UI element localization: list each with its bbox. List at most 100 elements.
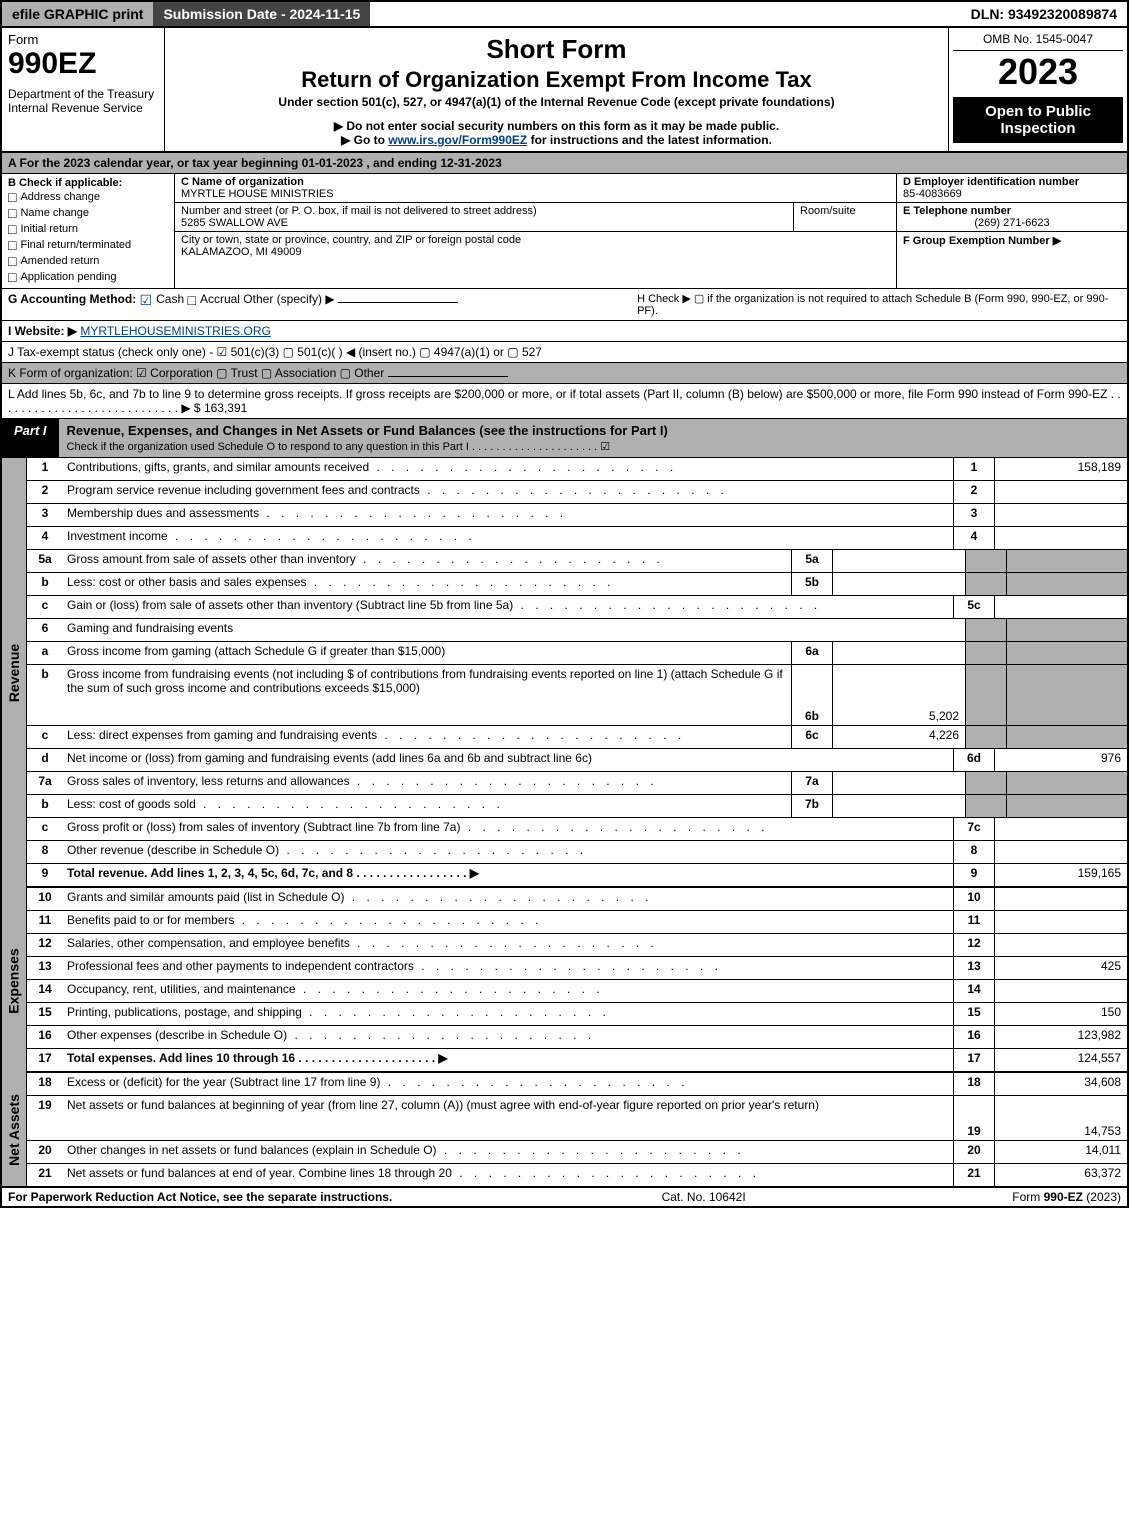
l6-desc: Gaming and fundraising events bbox=[63, 619, 965, 641]
netassets-body: 18 Excess or (deficit) for the year (Sub… bbox=[27, 1073, 1127, 1186]
l12-rnum: 12 bbox=[953, 934, 994, 956]
irs-link[interactable]: www.irs.gov/Form990EZ bbox=[388, 133, 527, 147]
revenue-label-text: Revenue bbox=[6, 644, 22, 702]
l20-val: 14,011 bbox=[994, 1141, 1127, 1163]
check-accrual[interactable]: Accrual bbox=[187, 292, 239, 306]
form-header: Form 990EZ Department of the Treasury In… bbox=[0, 26, 1129, 153]
footer-left: For Paperwork Reduction Act Notice, see … bbox=[8, 1190, 565, 1204]
efile-print-label[interactable]: efile GRAPHIC print bbox=[2, 2, 153, 26]
l17-desc-text: Total expenses. Add lines 10 through 16 … bbox=[67, 1051, 448, 1065]
l9-val: 159,165 bbox=[994, 864, 1127, 886]
l5b-mini: 5b bbox=[791, 573, 832, 595]
street-value: 5285 SWALLOW AVE bbox=[181, 217, 787, 229]
l6b-minival: 5,202 bbox=[832, 665, 965, 725]
c-name-label: C Name of organization bbox=[181, 176, 890, 188]
l13-desc: Professional fees and other payments to … bbox=[63, 957, 953, 979]
l2-rnum: 2 bbox=[953, 481, 994, 503]
l6a-num: a bbox=[27, 642, 63, 664]
footer: For Paperwork Reduction Act Notice, see … bbox=[0, 1188, 1129, 1208]
check-initial-return[interactable]: Initial return bbox=[8, 221, 168, 237]
l21-val: 63,372 bbox=[994, 1164, 1127, 1186]
check-final-return[interactable]: Final return/terminated bbox=[8, 237, 168, 253]
l9-desc: Total revenue. Add lines 1, 2, 3, 4, 5c,… bbox=[63, 864, 953, 886]
l13-rnum: 13 bbox=[953, 957, 994, 979]
check-name-change[interactable]: Name change bbox=[8, 205, 168, 221]
l14-rnum: 14 bbox=[953, 980, 994, 1002]
l5c-desc: Gain or (loss) from sale of assets other… bbox=[63, 596, 953, 618]
expenses-grid: Expenses 10 Grants and similar amounts p… bbox=[0, 888, 1129, 1073]
line-7c: c Gross profit or (loss) from sales of i… bbox=[27, 818, 1127, 841]
l17-num: 17 bbox=[27, 1049, 63, 1071]
l6b-mini: 6b bbox=[791, 665, 832, 725]
l18-rnum: 18 bbox=[953, 1073, 994, 1095]
line-12: 12 Salaries, other compensation, and emp… bbox=[27, 934, 1127, 957]
l5a-mini: 5a bbox=[791, 550, 832, 572]
col-c-org-info: C Name of organization MYRTLE HOUSE MINI… bbox=[175, 174, 896, 288]
dln-label: DLN: 93492320089874 bbox=[961, 2, 1127, 26]
form-number: 990EZ bbox=[8, 47, 158, 81]
city-label: City or town, state or province, country… bbox=[181, 234, 890, 246]
l4-val bbox=[994, 527, 1127, 549]
ein-value: 85-4083669 bbox=[903, 188, 1121, 200]
topbar-spacer bbox=[370, 2, 960, 26]
l7a-num: 7a bbox=[27, 772, 63, 794]
l20-rnum: 20 bbox=[953, 1141, 994, 1163]
l4-rnum: 4 bbox=[953, 527, 994, 549]
l3-num: 3 bbox=[27, 504, 63, 526]
website-link[interactable]: MYRTLEHOUSEMINISTRIES.ORG bbox=[80, 324, 270, 338]
k-text: K Form of organization: ☑ Corporation ▢ … bbox=[8, 366, 384, 380]
check-amended-return[interactable]: Amended return bbox=[8, 253, 168, 269]
check-application-pending[interactable]: Application pending bbox=[8, 269, 168, 285]
open-to-public: Open to Public Inspection bbox=[953, 97, 1123, 143]
l7b-num: b bbox=[27, 795, 63, 817]
l18-val: 34,608 bbox=[994, 1073, 1127, 1095]
line-17: 17 Total expenses. Add lines 10 through … bbox=[27, 1049, 1127, 1073]
l6b-desc: Gross income from fundraising events (no… bbox=[63, 665, 791, 725]
l18-desc: Excess or (deficit) for the year (Subtra… bbox=[63, 1073, 953, 1095]
header-center: Short Form Return of Organization Exempt… bbox=[165, 28, 948, 151]
footer-mid: Cat. No. 10642I bbox=[565, 1190, 843, 1204]
i-label: I Website: ▶ bbox=[8, 324, 77, 338]
check-cash[interactable]: Cash bbox=[140, 292, 185, 306]
line-6a: a Gross income from gaming (attach Sched… bbox=[27, 642, 1127, 665]
line-5a: 5a Gross amount from sale of assets othe… bbox=[27, 550, 1127, 573]
l6d-val: 976 bbox=[994, 749, 1127, 771]
l20-num: 20 bbox=[27, 1141, 63, 1163]
k-other-line[interactable] bbox=[388, 376, 508, 377]
tel-value: (269) 271-6623 bbox=[903, 217, 1121, 229]
l7c-num: c bbox=[27, 818, 63, 840]
l13-val: 425 bbox=[994, 957, 1127, 979]
subtitle-section: Under section 501(c), 527, or 4947(a)(1)… bbox=[169, 95, 944, 109]
check-address-change[interactable]: Address change bbox=[8, 189, 168, 205]
l6c-mini: 6c bbox=[791, 726, 832, 748]
l19-rnum: 19 bbox=[953, 1096, 994, 1140]
tax-year: 2023 bbox=[953, 51, 1123, 93]
other-specify-line[interactable] bbox=[338, 302, 458, 303]
l6c-num: c bbox=[27, 726, 63, 748]
l13-num: 13 bbox=[27, 957, 63, 979]
l7a-desc: Gross sales of inventory, less returns a… bbox=[63, 772, 791, 794]
revenue-body: 1 Contributions, gifts, grants, and simi… bbox=[27, 458, 1127, 888]
title-return: Return of Organization Exempt From Incom… bbox=[169, 67, 944, 93]
l21-desc: Net assets or fund balances at end of ye… bbox=[63, 1164, 953, 1186]
row-j-taxexempt: J Tax-exempt status (check only one) - ☑… bbox=[0, 342, 1129, 363]
l16-num: 16 bbox=[27, 1026, 63, 1048]
line-11: 11 Benefits paid to or for members 11 bbox=[27, 911, 1127, 934]
l5b-shadefill bbox=[1006, 573, 1127, 595]
line-4: 4 Investment income 4 bbox=[27, 527, 1127, 550]
l6-shade bbox=[965, 619, 1006, 641]
line-18: 18 Excess or (deficit) for the year (Sub… bbox=[27, 1073, 1127, 1096]
l7b-minival bbox=[832, 795, 965, 817]
netassets-label-text: Net Assets bbox=[6, 1094, 22, 1166]
l6-num: 6 bbox=[27, 619, 63, 641]
check-other[interactable]: Other (specify) ▶ bbox=[243, 292, 334, 306]
l7a-mini: 7a bbox=[791, 772, 832, 794]
l6b-shadefill bbox=[1006, 665, 1127, 725]
subtitle-link: ▶ Go to www.irs.gov/Form990EZ for instru… bbox=[169, 133, 944, 147]
l17-val: 124,557 bbox=[994, 1049, 1127, 1071]
l9-rnum: 9 bbox=[953, 864, 994, 886]
line-20: 20 Other changes in net assets or fund b… bbox=[27, 1141, 1127, 1164]
submission-date-label: Submission Date - 2024-11-15 bbox=[153, 2, 370, 26]
l5a-minival bbox=[832, 550, 965, 572]
l11-desc: Benefits paid to or for members bbox=[63, 911, 953, 933]
